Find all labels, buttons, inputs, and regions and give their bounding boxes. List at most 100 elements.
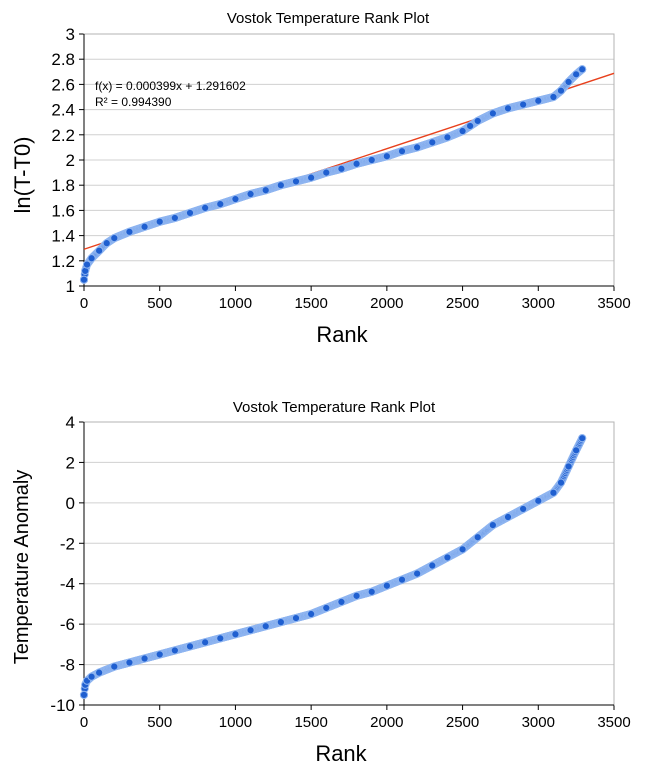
chart-bottom-data-point (503, 512, 513, 522)
chart-top-data-point (185, 208, 195, 218)
chart-top-data-point (488, 109, 497, 118)
chart-top-y-tick-label: 1 (66, 277, 75, 296)
chart-top-x-tick-label: 0 (80, 295, 88, 312)
chart-bottom-y-tick-label: -4 (60, 575, 75, 594)
chart-bottom-x-tick-label: 1000 (219, 714, 252, 731)
chart-bottom-data-point (572, 446, 581, 455)
chart-bottom: -10 -8 -6 -4 -2 0 2 4 0 500 1000 1500 2000 2500 3000 3… (0, 385, 656, 770)
chart-bottom-data-point (110, 662, 119, 671)
chart-top-x-tick-label: 3000 (522, 295, 555, 312)
chart-bottom-x-tick-label: 1500 (294, 714, 327, 731)
chart-top-data-point (382, 152, 391, 161)
chart-top-data-point (110, 234, 119, 243)
chart-top-y-axis-label: ln(T-T0) (10, 137, 35, 214)
chart-bottom-y-tick-label: 0 (66, 494, 75, 513)
chart-top-data-point (564, 77, 573, 86)
chart-top-data-point (307, 173, 316, 182)
chart-bottom-y-tick-label: -8 (60, 656, 75, 675)
chart-bottom-data-point (95, 668, 104, 677)
chart-bottom-data-point (443, 553, 452, 562)
chart-bottom-data-point (140, 654, 149, 663)
chart-bottom-data-point (155, 650, 164, 659)
chart-top-x-tick-label: 1000 (219, 295, 252, 312)
chart-bottom-data-point (291, 613, 301, 623)
chart-bottom-data-point (473, 533, 482, 542)
chart-bottom-data-point (322, 603, 331, 613)
chart-bottom-grid (84, 421, 614, 706)
chart-bottom-y-tick-labels: -10 -8 -6 -4 -2 0 2 4 (50, 413, 75, 715)
chart-top-data-point (201, 203, 210, 212)
chart-top-data-point (458, 126, 467, 136)
chart-bottom-axes (83, 422, 614, 706)
chart-bottom-data-point (556, 478, 566, 487)
chart-bottom-data-point (337, 597, 346, 607)
chart-top-x-tick-label: 3500 (597, 295, 630, 312)
chart-top-data-point (82, 260, 92, 269)
chart-top-data-point (337, 164, 346, 173)
chart-bottom-data-point (352, 591, 361, 600)
chart-bottom-x-tick-label: 500 (147, 714, 172, 731)
chart-top-data-point (443, 133, 452, 142)
chart-top-svg: 1 1.2 1.4 1.6 1.8 2 2.2 2.4 2.6 2.8 3 0 500 1000 1500… (10, 10, 631, 347)
chart-top-data-point (125, 227, 134, 236)
chart-bottom-y-tick-label: 4 (66, 413, 75, 432)
chart-top-y-tick-label: 2 (66, 151, 75, 170)
chart-top-x-tick-label: 1500 (294, 295, 327, 312)
chart-bottom-data-point (87, 672, 96, 681)
chart-top-frame (79, 33, 615, 291)
chart-top-data-point (87, 254, 96, 263)
chart-top-data-point (549, 92, 558, 102)
chart-bottom-frame (79, 421, 615, 710)
chart-top-data-point (367, 155, 376, 165)
chart-top-x-tick-label: 2500 (446, 295, 479, 312)
chart-top-y-tick-label: 1.8 (51, 176, 75, 195)
chart-bottom-data-point (382, 581, 391, 590)
chart-top-data-point (291, 177, 301, 186)
chart-bottom-y-tick-label: 2 (66, 453, 75, 472)
chart-top-data-point (322, 168, 331, 177)
chart-top-data-point (261, 186, 270, 195)
chart-bottom-data-point (79, 690, 89, 699)
chart-bottom-data-point (307, 609, 316, 619)
chart-bottom-data-point (578, 434, 587, 443)
chart-top-data-point (231, 194, 240, 204)
chart-bottom-data-point (488, 520, 497, 530)
chart-top-y-tick-label: 2.2 (51, 126, 75, 145)
chart-top-data-point (534, 96, 543, 105)
chart-top-y-tick-label: 3 (66, 25, 75, 44)
chart-top-data-point (170, 213, 179, 223)
chart-top-axes (83, 34, 614, 287)
chart-top-data-point (572, 70, 581, 79)
chart-bottom-x-tick-label: 3500 (597, 714, 630, 731)
chart-top-data-point (276, 181, 285, 190)
chart-top-x-tick-label: 500 (147, 295, 172, 312)
chart-top-data-point (519, 100, 528, 109)
chart-bottom-data-point (549, 488, 558, 497)
chart-top-data-point (216, 200, 225, 209)
chart-bottom-data-point (185, 642, 195, 651)
chart-top-y-tick-labels: 1 1.2 1.4 1.6 1.8 2 2.2 2.4 2.6 2.8 3 (51, 25, 75, 296)
chart-top-points (79, 65, 587, 284)
chart-bottom-data-point (458, 545, 467, 554)
chart-top-y-tick-label: 2.6 (51, 75, 75, 94)
chart-top-title: Vostok Temperature Rank Plot (227, 10, 430, 27)
chart-top-y-tick-label: 1.6 (51, 201, 75, 220)
chart-top-data-point (352, 159, 361, 168)
chart-bottom-y-tick-label: -6 (60, 615, 75, 634)
chart-top-data-point (466, 121, 475, 131)
chart-bottom-data-point (367, 587, 376, 596)
chart-bottom-data-point (276, 618, 285, 627)
chart-top-x-axis-label: Rank (316, 322, 368, 347)
chart-top-grid (84, 33, 614, 287)
chart-top-y-tick-label: 2.8 (51, 50, 75, 69)
chart-bottom-data-point (413, 569, 422, 578)
chart-top-y-tick-label: 2.4 (51, 101, 75, 120)
chart-bottom-data-point (261, 622, 270, 631)
chart-bottom-data-point (216, 634, 225, 643)
chart-bottom-plot-area (83, 421, 615, 706)
chart-top-x-tick-label: 2000 (370, 295, 403, 312)
chart-top-data-point (95, 246, 104, 255)
chart-top-data-point (556, 86, 566, 95)
chart-top-data-point (473, 116, 482, 126)
chart-bottom-data-point (231, 630, 240, 639)
